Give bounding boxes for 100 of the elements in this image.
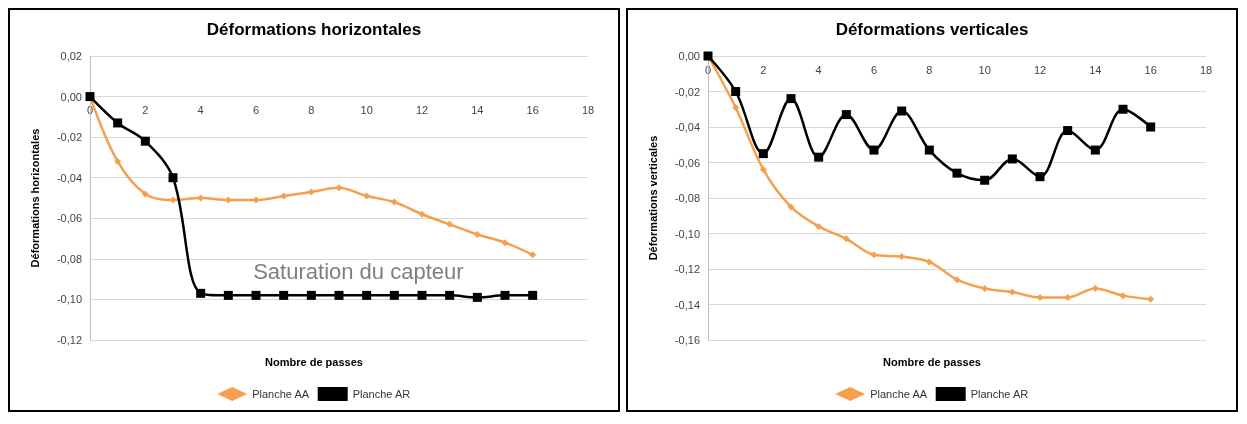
y-axis-title: Déformations horizontales	[28, 128, 41, 268]
y-tick-label: 0,02	[60, 50, 82, 62]
point	[196, 288, 206, 298]
point	[141, 190, 149, 198]
x-tick-label: 10	[360, 104, 373, 117]
annotation: Saturation du capteur	[253, 258, 464, 284]
point	[1007, 154, 1017, 164]
y-tick-label: 0,00	[60, 90, 82, 103]
point	[251, 290, 261, 300]
point	[925, 258, 933, 266]
point	[113, 118, 123, 128]
point	[870, 251, 878, 259]
point	[280, 192, 288, 200]
x-tick-label: 10	[978, 63, 991, 76]
point	[841, 110, 851, 120]
x-tick-label: 18	[1199, 63, 1213, 76]
point	[417, 290, 427, 300]
point	[1090, 145, 1100, 155]
point	[363, 192, 371, 200]
point	[1035, 172, 1045, 182]
point	[758, 149, 768, 159]
point	[362, 290, 372, 300]
point	[390, 198, 398, 206]
point	[114, 157, 122, 165]
point	[953, 276, 961, 284]
y-tick-label: -0,12	[674, 263, 700, 275]
x-tick-label: 8	[926, 63, 933, 76]
point	[1064, 293, 1072, 301]
point	[1063, 126, 1073, 136]
y-tick-label: -0,06	[674, 156, 700, 169]
y-tick-label: -0,14	[674, 298, 700, 311]
x-tick-label: 16	[526, 104, 539, 117]
y-tick-label: -0,04	[674, 121, 700, 133]
point	[869, 145, 879, 155]
point	[980, 175, 990, 185]
x-tick-label: 18	[581, 104, 595, 117]
point	[389, 290, 399, 300]
x-tick-label: 16	[1144, 63, 1157, 76]
point	[306, 290, 316, 300]
y-tick-label: -0,10	[674, 227, 700, 240]
point	[168, 173, 178, 183]
x-tick-label: 12	[415, 104, 429, 117]
point	[1146, 122, 1156, 132]
y-tick-label: -0,08	[56, 252, 82, 265]
point	[472, 292, 482, 302]
point	[307, 188, 315, 196]
y-axis-title: Déformations verticales	[646, 135, 659, 261]
point	[445, 290, 455, 300]
y-tick-label: -0,10	[56, 293, 82, 306]
y-tick-label: -0,08	[674, 192, 700, 204]
y-tick-label: -0,06	[56, 212, 82, 225]
point	[279, 290, 289, 300]
point	[223, 290, 233, 300]
chart-title: Déformations horizontales	[206, 20, 422, 39]
point	[814, 152, 824, 162]
point	[981, 285, 989, 293]
legend-label: Planche AA	[870, 388, 928, 400]
legend-label: Planche AR	[970, 388, 1029, 400]
point	[334, 290, 344, 300]
y-tick-label: 0,00	[678, 50, 700, 62]
point	[732, 103, 740, 111]
point	[924, 145, 934, 155]
point	[1091, 285, 1099, 293]
y-tick-label: -0,02	[56, 131, 82, 144]
x-tick-label: 14	[1089, 63, 1102, 76]
point	[335, 184, 343, 192]
point	[529, 251, 537, 259]
point	[898, 253, 906, 261]
point	[787, 203, 795, 211]
point	[815, 222, 823, 230]
point	[897, 106, 907, 116]
x-tick-label: 6	[252, 104, 260, 117]
point	[759, 166, 767, 174]
x-tick-label: 2	[760, 63, 767, 76]
point	[418, 210, 426, 218]
point	[473, 231, 481, 239]
point	[169, 196, 177, 204]
point	[1147, 295, 1155, 303]
x-axis-title: Nombre de passes	[883, 355, 981, 368]
point	[252, 196, 260, 204]
y-tick-label: -0,12	[56, 334, 82, 346]
y-tick-label: -0,04	[56, 171, 82, 184]
y-tick-label: -0,16	[674, 334, 700, 346]
y-tick-label: -0,02	[674, 85, 700, 98]
x-tick-label: 6	[870, 63, 878, 76]
point	[140, 136, 150, 146]
point	[842, 235, 850, 243]
x-tick-label: 12	[1033, 63, 1047, 76]
legend-label: Planche AA	[252, 388, 310, 400]
legend-label: Planche AR	[352, 388, 411, 400]
point	[501, 239, 509, 247]
x-axis-title: Nombre de passes	[265, 355, 363, 368]
point	[446, 220, 454, 228]
point	[500, 290, 510, 300]
point	[786, 94, 796, 104]
x-tick-label: 4	[197, 104, 204, 117]
point	[528, 290, 538, 300]
point	[1118, 104, 1128, 114]
x-tick-label: 4	[815, 63, 822, 76]
chart-title: Déformations verticales	[835, 20, 1029, 39]
